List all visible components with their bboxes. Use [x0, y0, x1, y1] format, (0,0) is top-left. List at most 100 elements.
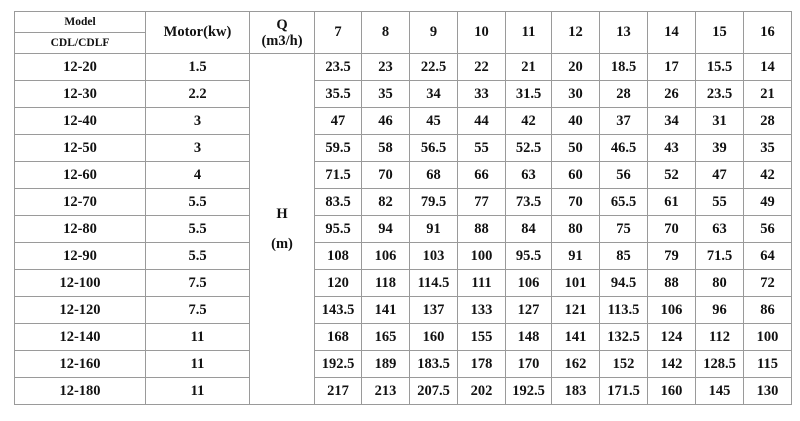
head-value-cell: 70	[551, 188, 600, 216]
head-value-cell: 112	[695, 323, 744, 351]
head-value-cell: 168	[314, 323, 362, 351]
head-value-cell: 28	[599, 80, 648, 108]
model-label: Model	[15, 12, 145, 33]
flow-label: Q	[276, 16, 288, 33]
table-row: 12-180 11 217 213 207.5 202 192.5 183 171.5 160 14…	[14, 377, 792, 405]
head-value-cell: 83.5	[314, 188, 362, 216]
head-value-cell: 95.5	[314, 215, 362, 243]
head-value-cell: 145	[695, 377, 744, 405]
head-value-cell: 42	[505, 107, 552, 135]
head-value-cell: 35	[743, 134, 792, 162]
head-value-cell: 148	[505, 323, 552, 351]
flow-unit: (m3/h)	[261, 32, 303, 49]
head-value-cell: 56	[599, 161, 648, 189]
head-value-cell: 58	[361, 134, 410, 162]
head-value-cell: 108	[314, 242, 362, 270]
head-value-cell: 50	[551, 134, 600, 162]
table-row: 12-50 3 59.5 58 56.5 55 52.5 50 46.5 43 39 35	[14, 134, 792, 162]
head-value-cell: 66	[457, 161, 506, 189]
model-cell: 12-60	[14, 161, 146, 189]
head-value-cell: 30	[551, 80, 600, 108]
head-value-cell: 170	[505, 350, 552, 378]
head-value-cell: 34	[647, 107, 696, 135]
head-value-cell: 94.5	[599, 269, 648, 297]
model-cell: 12-160	[14, 350, 146, 378]
head-value-cell: 23	[361, 53, 410, 81]
flow-header: Q (m3/h)	[249, 11, 315, 54]
head-value-cell: 20	[551, 53, 600, 81]
head-value-cell: 72	[743, 269, 792, 297]
flow-column-header: 9	[409, 11, 458, 54]
head-value-cell: 47	[314, 107, 362, 135]
head-value-cell: 42	[743, 161, 792, 189]
head-value-cell: 21	[505, 53, 552, 81]
head-value-cell: 33	[457, 80, 506, 108]
head-value-cell: 213	[361, 377, 410, 405]
flow-column-header: 7	[314, 11, 362, 54]
head-value-cell: 80	[551, 215, 600, 243]
model-cell: 12-100	[14, 269, 146, 297]
head-value-cell: 22	[457, 53, 506, 81]
head-value-cell: 44	[457, 107, 506, 135]
head-value-cell: 141	[361, 296, 410, 324]
head-value-cell: 70	[361, 161, 410, 189]
head-value-cell: 95.5	[505, 242, 552, 270]
head-value-cell: 46	[361, 107, 410, 135]
head-value-cell: 65.5	[599, 188, 648, 216]
head-value-cell: 183.5	[409, 350, 458, 378]
head-value-cell: 121	[551, 296, 600, 324]
head-value-cell: 120	[314, 269, 362, 297]
head-value-cell: 15.5	[695, 53, 744, 81]
table-row: 12-20 1.5 H (m) 23.5 23 22.5 22 21 20 18.5 17 15.5 14	[14, 53, 792, 405]
table-row: 12-40 3 47 46 45 44 42 40 37 34 31 28	[14, 107, 792, 135]
head-value-cell: 130	[743, 377, 792, 405]
model-cell: 12-80	[14, 215, 146, 243]
flow-column-header: 8	[361, 11, 410, 54]
head-value-cell: 100	[457, 242, 506, 270]
motor-cell: 7.5	[145, 296, 250, 324]
head-value-cell: 43	[647, 134, 696, 162]
head-value-cell: 160	[647, 377, 696, 405]
head-value-cell: 127	[505, 296, 552, 324]
motor-cell: 5.5	[145, 215, 250, 243]
motor-cell: 5.5	[145, 242, 250, 270]
motor-cell: 11	[145, 350, 250, 378]
table-row: 12-100 7.5 120 118 114.5 111 106 101 94.5 88 80 72	[14, 269, 792, 297]
head-value-cell: 106	[361, 242, 410, 270]
motor-cell: 4	[145, 161, 250, 189]
model-series-label: CDL/CDLF	[50, 37, 110, 49]
model-cell: 12-90	[14, 242, 146, 270]
head-value-cell: 118	[361, 269, 410, 297]
head-value-cell: 75	[599, 215, 648, 243]
head-value-cell: 128.5	[695, 350, 744, 378]
head-value-cell: 91	[409, 215, 458, 243]
head-value-cell: 202	[457, 377, 506, 405]
table-row: 12-80 5.5 95.5 94 91 88 84 80 75 70 63 56	[14, 215, 792, 243]
head-value-cell: 111	[457, 269, 506, 297]
head-value-cell: 47	[695, 161, 744, 189]
table-row: 12-120 7.5 143.5 141 137 133 127 121 113.5 106 96 8…	[14, 296, 792, 324]
flow-column-header: 16	[743, 11, 792, 54]
head-value-cell: 106	[505, 269, 552, 297]
table-row: 12-140 11 168 165 160 155 148 141 132.5 124 112 100	[14, 323, 792, 351]
head-value-cell: 113.5	[599, 296, 648, 324]
head-value-cell: 31.5	[505, 80, 552, 108]
table-row: 12-70 5.5 83.5 82 79.5 77 73.5 70 65.5 61 55 49	[14, 188, 792, 216]
table-row: 12-60 4 71.5 70 68 66 63 60 56 52 47 42	[14, 161, 792, 189]
head-value-cell: 35.5	[314, 80, 362, 108]
model-cell: 12-140	[14, 323, 146, 351]
head-value-cell: 56	[743, 215, 792, 243]
head-value-cell: 63	[505, 161, 552, 189]
head-value-cell: 183	[551, 377, 600, 405]
head-value-cell: 39	[695, 134, 744, 162]
flow-column-header: 15	[695, 11, 744, 54]
head-value-cell: 137	[409, 296, 458, 324]
head-value-cell: 71.5	[695, 242, 744, 270]
motor-header: Motor(kw)	[145, 11, 250, 54]
head-value-cell: 14	[743, 53, 792, 81]
table-row: 12-160 11 192.5 189 183.5 178 170 162 152 142 128.…	[14, 350, 792, 378]
head-value-cell: 152	[599, 350, 648, 378]
head-value-cell: 55	[695, 188, 744, 216]
motor-cell: 3	[145, 107, 250, 135]
head-value-cell: 155	[457, 323, 506, 351]
